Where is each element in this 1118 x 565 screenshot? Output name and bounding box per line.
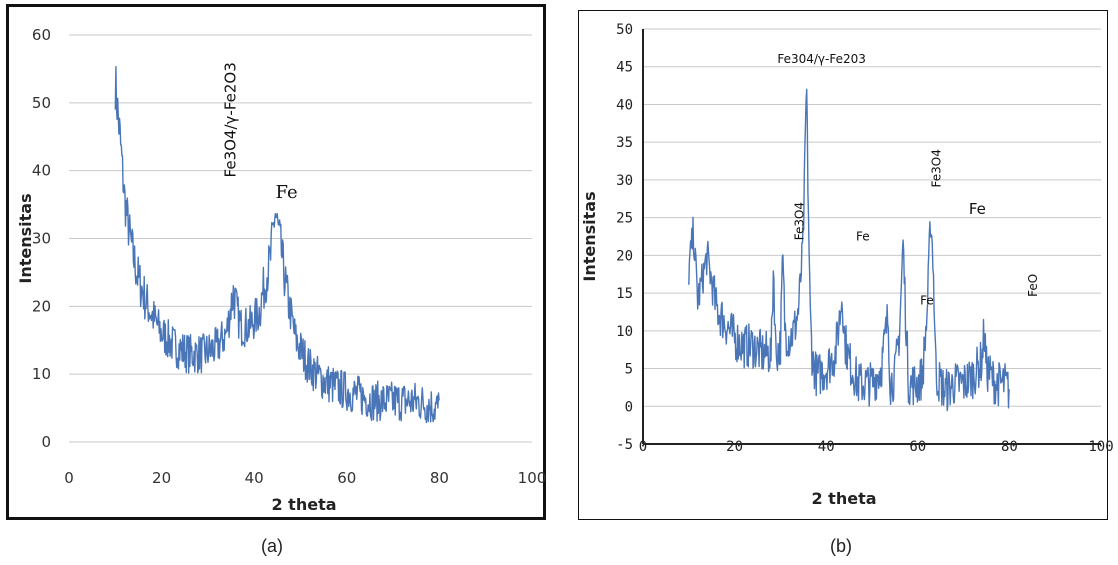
y-tick-label-b-11: 50: [616, 22, 633, 38]
x-tick-label-a-2: 40: [245, 469, 264, 487]
x-tick-label-a-3: 60: [337, 469, 356, 487]
series-line-a-0: [114, 66, 440, 424]
y-tick-label-b-8: 35: [616, 135, 633, 151]
y-tick-label-b-1: 0: [625, 399, 633, 415]
caption-a: (a): [261, 536, 283, 556]
y-tick-label-b-0: -5: [616, 437, 633, 453]
xrd-chart-a: 0 10 20 30 40 50 60 0 20 40 60 80 100 2 theta Intensit…: [16, 26, 547, 514]
series-line-b-0: [688, 88, 1010, 412]
y-tick-label-a-2: 20: [32, 297, 51, 315]
y-tick-label-a-6: 60: [32, 26, 51, 44]
caption-b: (b): [830, 536, 852, 556]
y-axis-label-a: Intensitas: [16, 193, 35, 283]
y-tick-label-b-7: 30: [616, 173, 633, 189]
y-tick-label-a-5: 50: [32, 94, 51, 112]
y-tick-label-a-4: 40: [32, 162, 51, 180]
x-tick-label-a-1: 20: [152, 469, 171, 487]
x-axis-label-b: 2 theta: [811, 489, 876, 508]
x-tick-label-a-0: 0: [64, 469, 74, 487]
x-tick-label-b-1: 20: [726, 439, 743, 455]
annotation-b-6: FeO: [1026, 274, 1040, 297]
annotation-a-1: Fe: [276, 182, 298, 203]
y-tick-label-a-3: 30: [32, 230, 51, 248]
y-tick-label-a-1: 10: [32, 365, 51, 383]
x-tick-label-a-5: 100: [518, 469, 547, 487]
xrd-chart-b: -5 0 5 10 15 20 25 30 35 40 45 50 0 20 40 60 80 100 2 thet…: [580, 22, 1114, 508]
y-tick-label-b-6: 25: [616, 211, 633, 227]
y-axis-label-b: Intensitas: [580, 191, 599, 281]
y-tick-label-b-10: 45: [616, 60, 633, 76]
x-axis-label-a: 2 theta: [271, 495, 336, 514]
x-tick-label-b-2: 40: [818, 439, 835, 455]
y-tick-label-a-0: 0: [41, 433, 51, 451]
x-tick-label-b-0: 0: [639, 439, 647, 455]
annotation-a-0: Fe3O4/γ-Fe2O3: [222, 62, 240, 177]
y-tick-label-b-3: 10: [616, 324, 633, 340]
annotation-b-0: Fe304/γ-Fe203: [777, 52, 866, 66]
chart-panel-a: 0 10 20 30 40 50 60 0 20 40 60 80 100 2 theta Intensit…: [6, 4, 546, 520]
y-tick-label-b-4: 15: [616, 286, 633, 302]
chart-panel-b: -5 0 5 10 15 20 25 30 35 40 45 50 0 20 40 60 80 100 2 thet…: [578, 10, 1114, 520]
y-tick-label-b-5: 20: [616, 248, 633, 264]
annotation-b-4: Fe: [969, 200, 986, 218]
x-tick-label-a-4: 80: [430, 469, 449, 487]
annotation-b-3: Fe3O4: [930, 149, 944, 187]
x-tick-label-b-3: 60: [909, 439, 926, 455]
x-tick-label-b-5: 100: [1088, 439, 1113, 455]
annotation-b-1: Fe3O4: [792, 202, 806, 240]
y-tick-label-b-2: 5: [625, 362, 633, 378]
x-tick-label-b-4: 80: [1001, 439, 1018, 455]
annotation-b-2: Fe: [856, 229, 870, 243]
annotation-b-5: Fe: [920, 293, 934, 307]
y-tick-label-b-9: 40: [616, 97, 633, 113]
